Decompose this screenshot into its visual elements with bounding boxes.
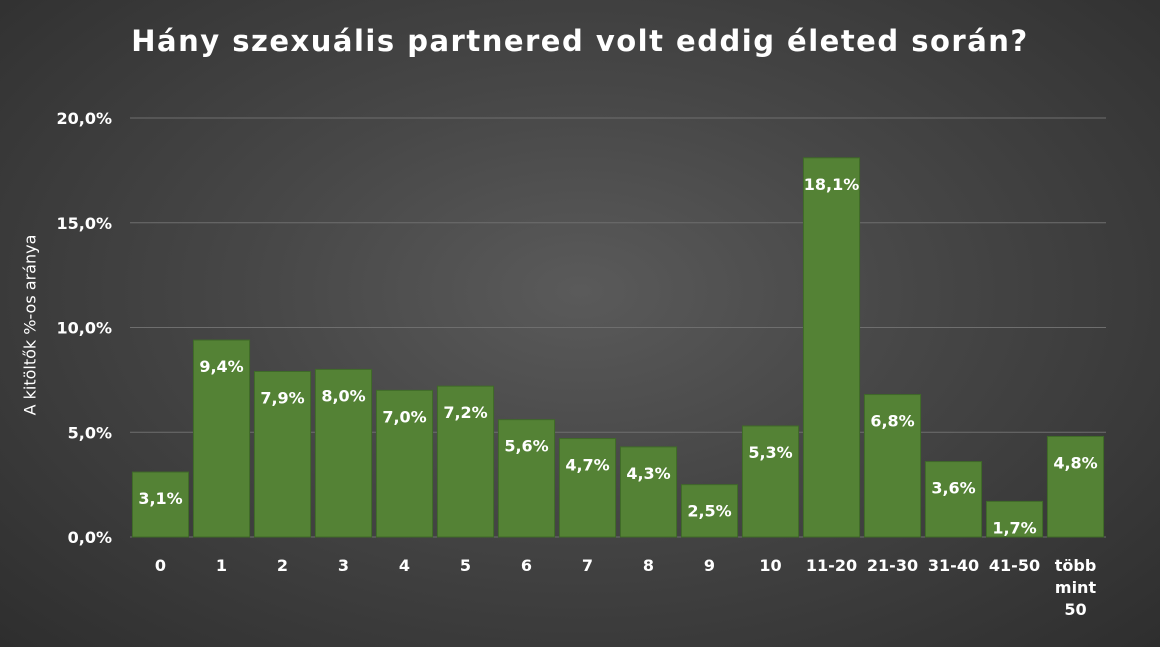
y-tick-label: 20,0% bbox=[56, 109, 112, 128]
x-tick-label: 41-50 bbox=[989, 556, 1040, 575]
data-label: 3,6% bbox=[931, 479, 975, 498]
data-label: 7,0% bbox=[382, 407, 426, 426]
bar bbox=[314, 368, 373, 538]
bar bbox=[558, 438, 617, 538]
x-tick-label: 8 bbox=[643, 556, 654, 575]
x-tick-label: több mint 50 bbox=[1055, 556, 1097, 619]
bar bbox=[375, 389, 434, 538]
x-tick-label: 11-20 bbox=[806, 556, 857, 575]
data-label: 4,8% bbox=[1053, 453, 1097, 472]
bar bbox=[680, 484, 739, 538]
bar bbox=[863, 394, 922, 538]
x-tick-label: 2 bbox=[277, 556, 288, 575]
bar bbox=[741, 425, 800, 538]
data-label: 3,1% bbox=[138, 489, 182, 508]
data-label: 2,5% bbox=[687, 502, 731, 521]
data-label: 8,0% bbox=[321, 386, 365, 405]
data-label: 7,9% bbox=[260, 388, 304, 407]
x-tick-label: 1 bbox=[216, 556, 227, 575]
bar bbox=[619, 446, 678, 538]
y-tick-label: 5,0% bbox=[68, 423, 112, 442]
bar bbox=[802, 157, 861, 538]
chart-title: Hány szexuális partnered volt eddig élet… bbox=[131, 24, 1029, 58]
data-label: 18,1% bbox=[804, 175, 860, 194]
data-label: 9,4% bbox=[199, 357, 243, 376]
data-label: 1,7% bbox=[992, 518, 1036, 537]
bar bbox=[253, 370, 312, 538]
x-tick-label: 0 bbox=[155, 556, 166, 575]
x-tick-label: 4 bbox=[399, 556, 410, 575]
data-label: 4,7% bbox=[565, 456, 609, 475]
x-tick-label: 9 bbox=[704, 556, 715, 575]
x-tick-label: 31-40 bbox=[928, 556, 979, 575]
data-label: 5,3% bbox=[748, 443, 792, 462]
bar bbox=[985, 500, 1044, 538]
y-tick-label: 0,0% bbox=[68, 528, 112, 547]
bar bbox=[192, 339, 251, 538]
x-tick-label: 3 bbox=[338, 556, 349, 575]
x-tick-label: 10 bbox=[759, 556, 781, 575]
x-tick-label: 6 bbox=[521, 556, 532, 575]
bar bbox=[131, 471, 190, 538]
x-tick-label: 21-30 bbox=[867, 556, 918, 575]
y-tick-label: 15,0% bbox=[56, 214, 112, 233]
bar bbox=[497, 419, 556, 538]
data-label: 5,6% bbox=[504, 437, 548, 456]
bar bbox=[436, 385, 495, 538]
data-label: 7,2% bbox=[443, 403, 487, 422]
data-label: 4,3% bbox=[626, 464, 670, 483]
bar bbox=[1046, 435, 1105, 538]
x-tick-label: 7 bbox=[582, 556, 593, 575]
x-tick-label: 5 bbox=[460, 556, 471, 575]
bar bbox=[924, 461, 983, 538]
data-label: 6,8% bbox=[870, 412, 914, 431]
y-tick-label: 10,0% bbox=[56, 319, 112, 338]
